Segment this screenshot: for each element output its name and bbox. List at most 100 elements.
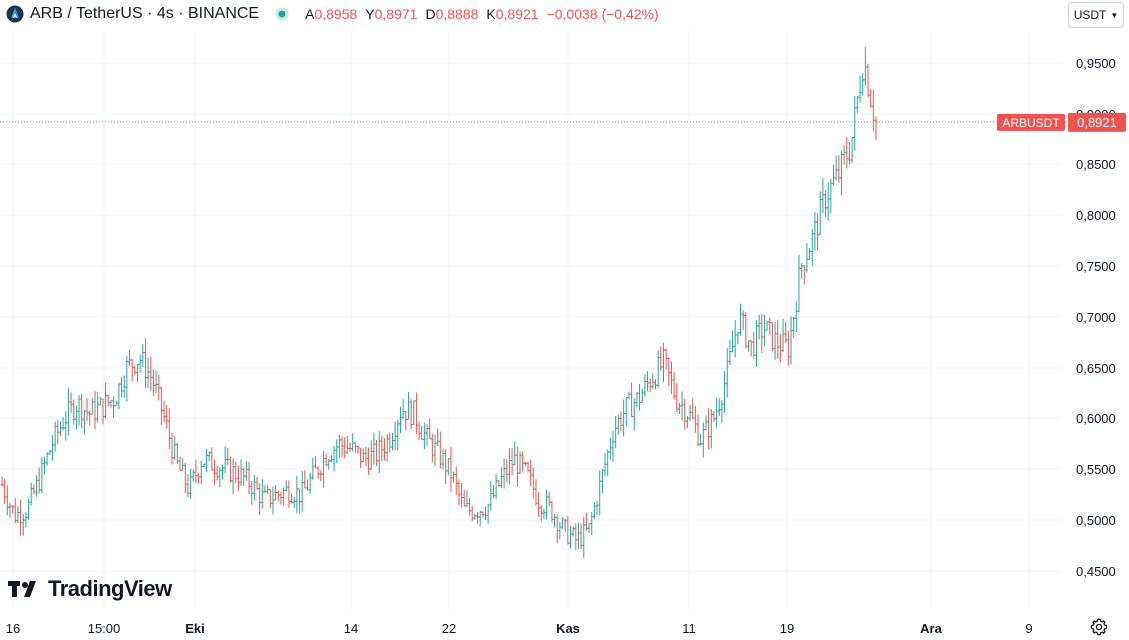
ohlc-bar <box>146 357 150 389</box>
ohlc-bar <box>553 513 557 528</box>
ohlc-bar <box>558 521 562 540</box>
ohlc-bar <box>244 461 248 481</box>
ohlc-bar <box>842 145 846 165</box>
ohlc-bar <box>696 414 700 447</box>
ohlc-bar <box>197 473 201 484</box>
ohlc-bar <box>754 319 758 367</box>
ohlc-bar <box>675 382 679 413</box>
ohlc-bar <box>736 332 740 345</box>
ohlc-bar <box>723 371 727 413</box>
ohlc-bar <box>332 445 336 472</box>
ohlc-bar <box>454 466 458 495</box>
ohlc-bar <box>306 479 310 491</box>
ohlc-bar <box>638 383 642 411</box>
ohlc-bar <box>707 408 711 450</box>
ohlc-bar <box>537 492 541 517</box>
ohlc-bar <box>32 484 36 495</box>
ohlc-bar <box>159 386 163 426</box>
last-price-tag <box>1068 112 1126 132</box>
ohlc-bar <box>412 400 416 425</box>
ohlc-bar <box>654 379 658 390</box>
y-tick-label: 0,4500 <box>1076 564 1116 579</box>
ohlc-bar <box>499 467 503 489</box>
ohlc-bar <box>16 505 20 524</box>
ohlc-bar <box>149 356 153 392</box>
ohlc-bar <box>82 409 86 435</box>
ohlc-bar <box>669 361 673 395</box>
ohlc-bar <box>247 461 251 495</box>
ohlc-bar <box>122 375 126 398</box>
ohlc-bar <box>624 397 628 426</box>
gear-icon[interactable] <box>1089 617 1109 637</box>
ohlc-bar <box>701 422 705 458</box>
symbol-title[interactable]: ARB / TetherUS · 4s · BINANCE <box>30 5 260 22</box>
ohlc-bar <box>266 484 270 495</box>
ohlc-bar <box>866 63 870 98</box>
ohlc-bar <box>858 75 862 103</box>
ohlc-bar <box>693 405 697 433</box>
ohlc-bar <box>335 439 339 464</box>
ohlc-bar <box>770 322 774 352</box>
ohlc-bar <box>77 395 81 426</box>
currency-dropdown-button[interactable]: USDT ▼ <box>1068 2 1124 28</box>
ohlc-bar <box>545 489 549 520</box>
ohlc-bar <box>316 466 320 479</box>
ohlc-bar <box>874 116 878 140</box>
ohlc-bar <box>869 88 873 108</box>
ohlc-bar <box>462 489 466 507</box>
ohlc-bar <box>497 479 501 488</box>
ohlc-bar <box>13 498 17 523</box>
ohlc-bar <box>162 400 166 423</box>
x-tick-label: 9 <box>1025 621 1032 636</box>
ohlc-bar <box>762 314 766 347</box>
ohlc-bar <box>250 480 254 505</box>
ohlc-bar <box>271 486 275 515</box>
ohlc-open: A0,8958 <box>305 6 358 22</box>
ohlc-bar <box>48 449 52 455</box>
ohlc-bar <box>468 497 472 516</box>
ohlc-bar <box>220 464 224 480</box>
ohlc-bar <box>178 456 182 471</box>
ohlc-bar <box>518 451 522 474</box>
ohlc-bar <box>329 454 333 463</box>
ohlc-bar <box>367 447 371 476</box>
x-tick-label: 15:00 <box>88 621 121 636</box>
ohlc-bar <box>741 310 745 331</box>
ohlc-bar <box>43 457 47 475</box>
ohlc-bar <box>831 164 835 186</box>
ohlc-bar <box>239 459 243 487</box>
ohlc-bar <box>563 518 567 532</box>
ohlc-bar <box>284 480 288 492</box>
ohlc-bar <box>805 243 809 273</box>
ohlc-bar <box>659 346 663 372</box>
last-price-tag-text: 0,8921 <box>1077 115 1117 130</box>
ohlc-bar <box>398 406 402 434</box>
ohlc-bar <box>279 491 283 505</box>
ohlc-bar <box>120 376 124 398</box>
y-tick-label: 0,6000 <box>1076 411 1116 426</box>
ohlc-bar <box>361 448 365 463</box>
ohlc-bar <box>290 492 294 504</box>
ohlc-bar <box>542 508 546 519</box>
ohlc-bar <box>481 511 485 517</box>
ohlc-bar <box>863 47 867 86</box>
ohlc-bar <box>11 505 15 514</box>
ohlc-bar <box>401 399 405 419</box>
ohlc-bar <box>298 488 302 514</box>
ohlc-bar <box>590 512 594 536</box>
ohlc-bar <box>733 320 737 358</box>
ohlc-bar <box>287 480 291 508</box>
ohlc-bar <box>651 372 655 389</box>
tradingview-watermark[interactable]: TradingView <box>8 576 172 602</box>
market-open-status-icon[interactable] <box>275 7 289 21</box>
ohlc-bar <box>80 393 84 429</box>
ohlc-bar <box>422 422 426 450</box>
ohlc-bar <box>58 421 62 437</box>
ohlc-bar <box>128 349 132 366</box>
ohlc-bar <box>380 435 384 462</box>
ohlc-bar <box>837 155 841 183</box>
ohlc-bar <box>494 473 498 500</box>
ohlc-bar <box>109 399 113 408</box>
ohlc-bar <box>600 468 604 494</box>
